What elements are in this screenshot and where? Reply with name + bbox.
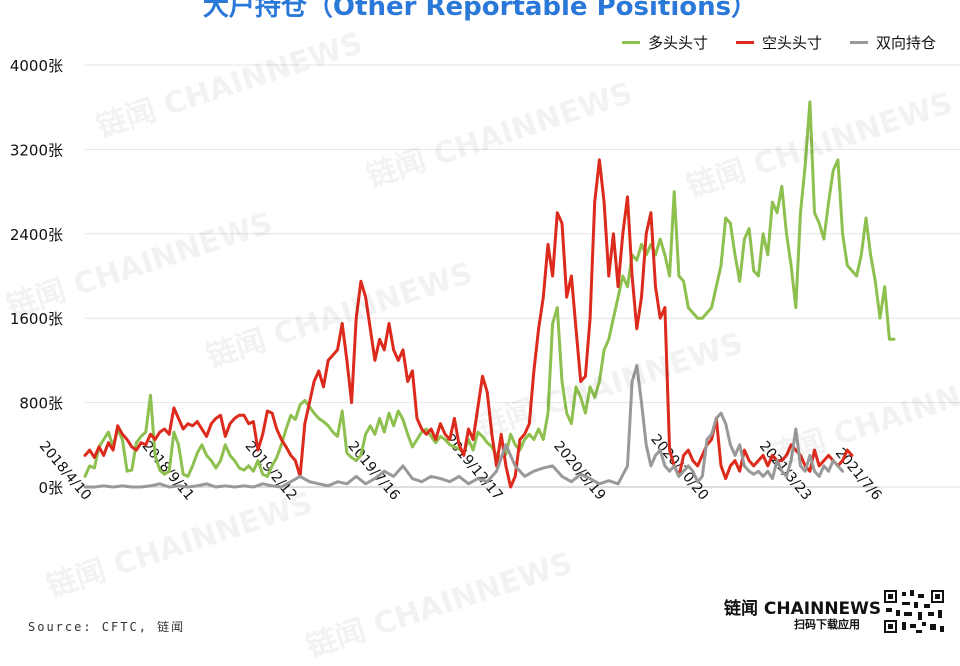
series-line-1 (83, 158, 854, 489)
chart-title: 大户持仓（Other Reportable Positions） (202, 0, 758, 22)
brand-subtitle: 扫码下载应用 (794, 618, 860, 631)
series-line-0 (83, 100, 896, 478)
legend: 多头头寸 空头头寸 双向持仓 (621, 32, 936, 53)
legend-swatch-long (621, 41, 640, 44)
y-tick-label: 1600张 (10, 310, 63, 328)
y-tick-label: 4000张 (10, 57, 63, 75)
qr-code-icon (882, 588, 946, 635)
series-line-2 (83, 364, 845, 489)
legend-label-long: 多头头寸 (647, 34, 708, 52)
legend-swatch-spreading (849, 41, 868, 44)
x-tick-label: 2019/7/16 (344, 438, 402, 503)
y-tick-label: 2400张 (10, 226, 63, 244)
legend-label-spreading: 双向持仓 (875, 34, 936, 52)
legend-swatch-short (735, 41, 754, 44)
legend-item-short: 空头头寸 (735, 32, 822, 53)
y-tick-label: 3200张 (10, 141, 63, 159)
legend-item-long: 多头头寸 (621, 32, 708, 53)
x-tick-label: 2021/7/6 (832, 445, 885, 504)
y-tick-label: 800张 (19, 395, 63, 413)
legend-item-spreading: 双向持仓 (849, 32, 936, 53)
y-tick-label: 0张 (38, 479, 63, 497)
legend-label-short: 空头头寸 (761, 34, 822, 52)
source-note: Source: CFTC, 链闻 (28, 620, 186, 634)
brand-logo-text: 链闻 CHAINNEWS (724, 599, 882, 619)
